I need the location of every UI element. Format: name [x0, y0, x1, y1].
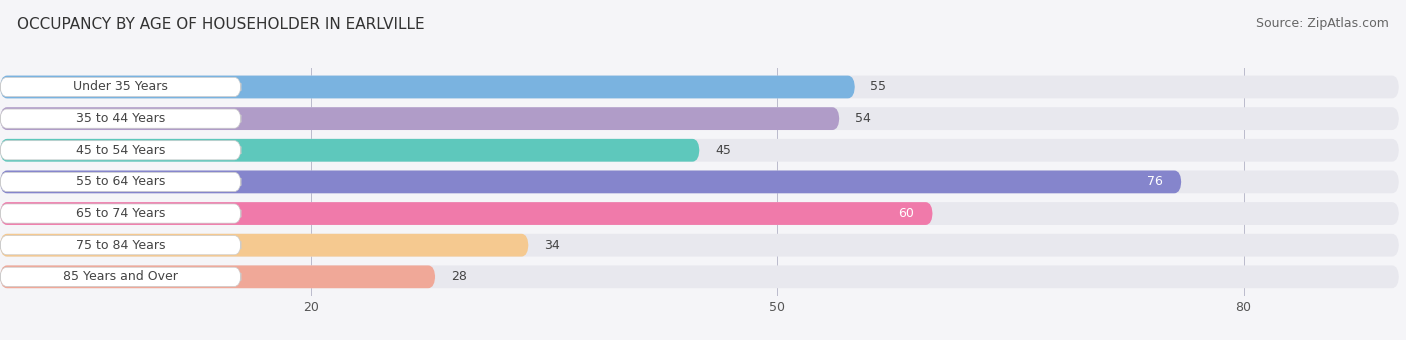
FancyBboxPatch shape: [0, 171, 1181, 193]
Text: 55: 55: [870, 81, 886, 94]
Text: OCCUPANCY BY AGE OF HOUSEHOLDER IN EARLVILLE: OCCUPANCY BY AGE OF HOUSEHOLDER IN EARLV…: [17, 17, 425, 32]
Text: 45: 45: [716, 144, 731, 157]
Text: 85 Years and Over: 85 Years and Over: [63, 270, 179, 283]
FancyBboxPatch shape: [0, 75, 1399, 98]
Text: 34: 34: [544, 239, 560, 252]
FancyBboxPatch shape: [0, 107, 1399, 130]
FancyBboxPatch shape: [0, 172, 240, 191]
FancyBboxPatch shape: [0, 75, 855, 98]
Text: Under 35 Years: Under 35 Years: [73, 81, 167, 94]
Text: 28: 28: [451, 270, 467, 283]
FancyBboxPatch shape: [0, 202, 1399, 225]
Text: 65 to 74 Years: 65 to 74 Years: [76, 207, 165, 220]
FancyBboxPatch shape: [0, 234, 1399, 257]
FancyBboxPatch shape: [0, 202, 932, 225]
FancyBboxPatch shape: [0, 171, 1399, 193]
FancyBboxPatch shape: [0, 204, 240, 223]
FancyBboxPatch shape: [0, 139, 700, 162]
Text: 75 to 84 Years: 75 to 84 Years: [76, 239, 166, 252]
FancyBboxPatch shape: [0, 266, 1399, 288]
Text: Source: ZipAtlas.com: Source: ZipAtlas.com: [1256, 17, 1389, 30]
FancyBboxPatch shape: [0, 266, 436, 288]
FancyBboxPatch shape: [0, 141, 240, 160]
FancyBboxPatch shape: [0, 236, 240, 255]
FancyBboxPatch shape: [0, 267, 240, 286]
Text: 60: 60: [898, 207, 914, 220]
Text: 54: 54: [855, 112, 870, 125]
Text: 55 to 64 Years: 55 to 64 Years: [76, 175, 165, 188]
Text: 76: 76: [1147, 175, 1163, 188]
FancyBboxPatch shape: [0, 107, 839, 130]
FancyBboxPatch shape: [0, 78, 240, 97]
Text: 35 to 44 Years: 35 to 44 Years: [76, 112, 165, 125]
Text: 45 to 54 Years: 45 to 54 Years: [76, 144, 165, 157]
FancyBboxPatch shape: [0, 234, 529, 257]
FancyBboxPatch shape: [0, 109, 240, 128]
FancyBboxPatch shape: [0, 139, 1399, 162]
